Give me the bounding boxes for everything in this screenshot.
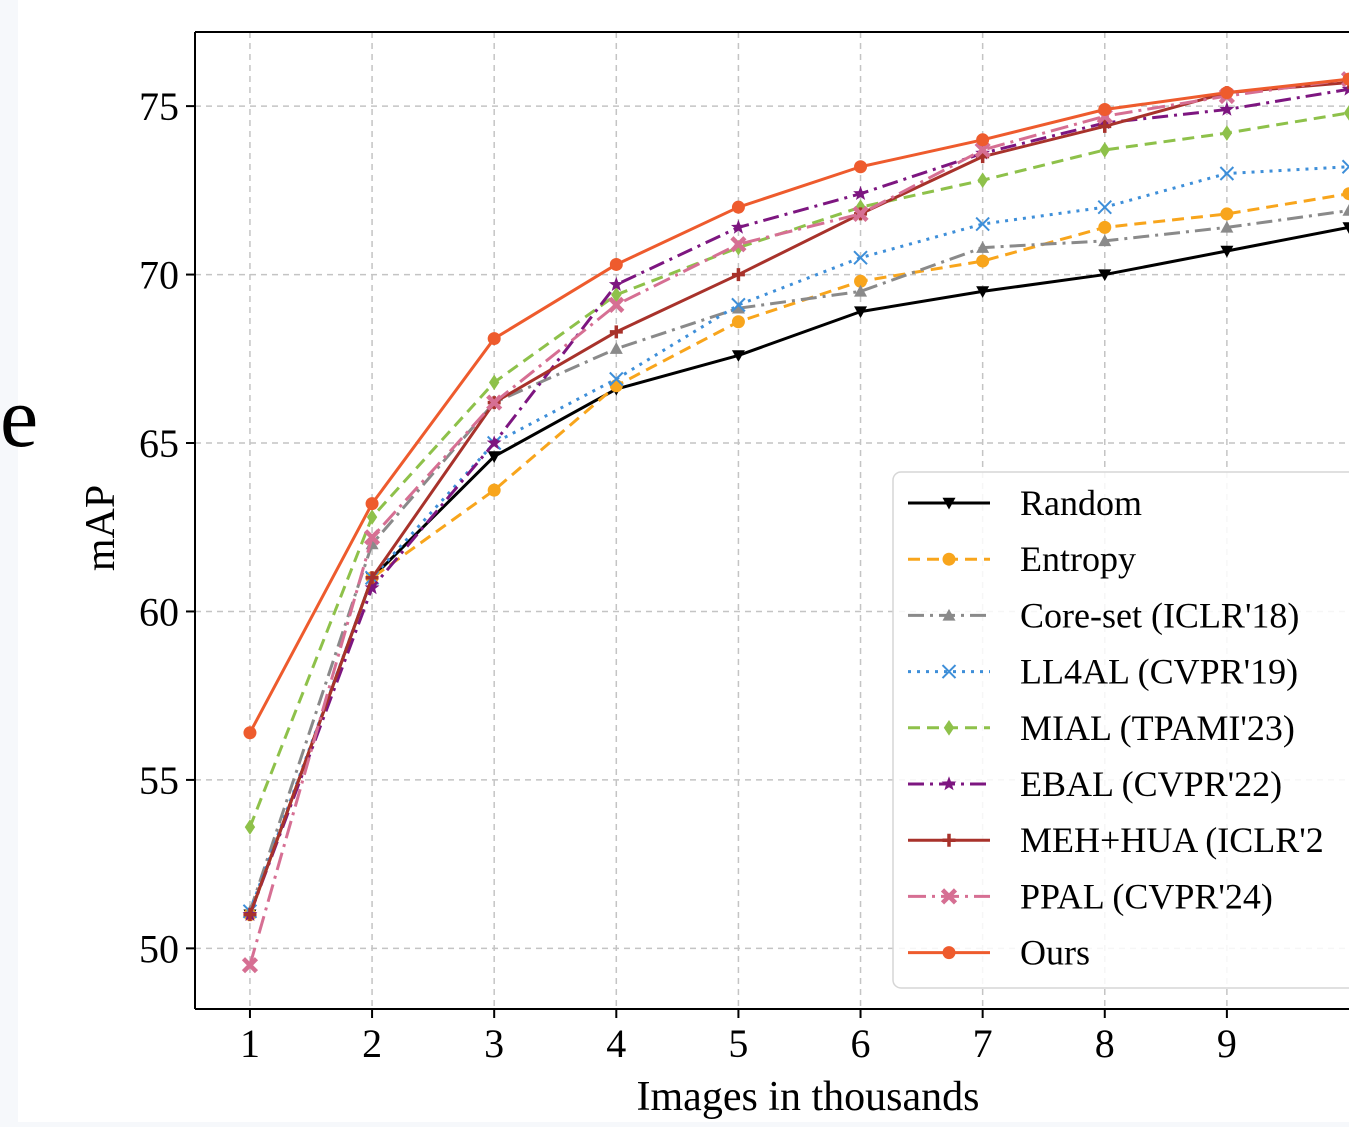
y-tick-label: 65 [139, 421, 179, 466]
legend-label: EBAL (CVPR'22) [1020, 764, 1282, 804]
x-tick-label: 3 [484, 1021, 504, 1066]
legend-label: Random [1020, 483, 1142, 523]
data-point-entropy [976, 255, 989, 268]
data-point-ours [243, 726, 256, 739]
data-point-ours [1220, 86, 1233, 99]
data-point-entropy [1220, 207, 1233, 220]
y-tick-label: 50 [139, 926, 179, 971]
legend: Random Entropy Core-set (ICLR'18) LL4AL (CV… [893, 472, 1349, 988]
y-axis-title: mAP [78, 485, 124, 571]
data-point-entropy [1098, 221, 1111, 234]
y-tick-label: 70 [139, 253, 179, 298]
data-point-entropy [732, 315, 745, 328]
legend-marker [943, 553, 956, 566]
x-tick-label: 4 [606, 1021, 626, 1066]
data-point-ours [1098, 103, 1111, 116]
legend-label: Core-set (ICLR'18) [1020, 595, 1299, 635]
x-tick-label: 8 [1095, 1021, 1115, 1066]
legend-marker [943, 946, 956, 959]
data-point-ours [610, 258, 623, 271]
data-point-ours [976, 133, 989, 146]
x-tick-label: 7 [973, 1021, 993, 1066]
x-tick-label: 1 [240, 1021, 260, 1066]
side-text-fragment: e [0, 369, 38, 465]
x-tick-label: 5 [728, 1021, 748, 1066]
y-tick-label: 60 [139, 589, 179, 634]
data-point-entropy [610, 379, 623, 392]
y-tick-label: 75 [139, 84, 179, 129]
data-point-entropy [488, 484, 501, 497]
x-tick-label: 6 [851, 1021, 871, 1066]
legend-label: Entropy [1020, 539, 1136, 579]
legend-label: MEH+HUA (ICLR'2 [1020, 820, 1324, 860]
data-point-ours [488, 332, 501, 345]
legend-label: MIAL (TPAMI'23) [1020, 708, 1295, 748]
x-axis-title: Images in thousands [637, 1074, 980, 1120]
x-tick-label: 9 [1217, 1021, 1237, 1066]
data-point-ours [854, 160, 867, 173]
legend-label: LL4AL (CVPR'19) [1020, 652, 1298, 692]
legend-label: Ours [1020, 933, 1090, 973]
legend-label: PPAL (CVPR'24) [1020, 876, 1273, 916]
x-tick-label: 2 [362, 1021, 382, 1066]
y-tick-label: 55 [139, 758, 179, 803]
data-point-ours [366, 497, 379, 510]
data-point-ours [732, 201, 745, 214]
